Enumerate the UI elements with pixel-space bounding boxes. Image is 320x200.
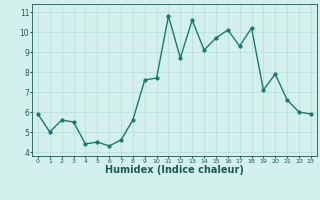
- X-axis label: Humidex (Indice chaleur): Humidex (Indice chaleur): [105, 165, 244, 175]
